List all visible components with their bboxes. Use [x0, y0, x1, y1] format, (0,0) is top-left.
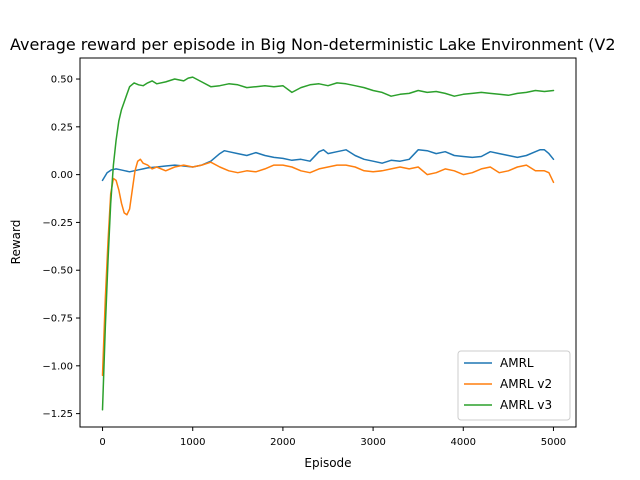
x-tick-label: 2000 [270, 437, 295, 448]
y-tick-label: 0.00 [51, 170, 73, 181]
legend-label-0: AMRL [500, 356, 534, 370]
chart-title: Average reward per episode in Big Non-de… [10, 35, 616, 54]
y-tick-label: −1.25 [42, 409, 73, 420]
series-line-2 [101, 76, 555, 411]
x-tick-label: 5000 [541, 437, 566, 448]
x-tick-label: 4000 [451, 437, 476, 448]
series-line-1 [101, 158, 555, 377]
x-tick-label: 0 [99, 437, 105, 448]
y-tick-label: 0.50 [51, 75, 73, 86]
legend-box [457, 350, 571, 421]
legend-label-1: AMRL v2 [500, 377, 552, 391]
x-tick-label: 1000 [180, 437, 205, 448]
x-axis-ticks: 0 1000 2000 3000 4000 5000 [99, 427, 566, 448]
y-axis-ticks: 0.50 0.25 0.00 −0.25 −0.50 −0.75 −1.00 −1.25 [42, 75, 80, 420]
plot-area [79, 57, 577, 428]
y-axis-label: Reward [9, 220, 23, 265]
y-tick-label: 0.25 [51, 122, 73, 133]
y-tick-label: −0.75 [42, 314, 73, 325]
y-tick-label: −1.00 [42, 361, 73, 372]
legend: AMRL AMRL v2 AMRL v3 [457, 350, 571, 421]
y-tick-label: −0.50 [42, 266, 73, 277]
x-axis-label: Episode [304, 456, 351, 470]
series-lines [101, 76, 555, 411]
legend-label-2: AMRL v3 [500, 398, 552, 412]
plot-frame [79, 57, 577, 428]
y-tick-label: −0.25 [42, 218, 73, 229]
x-tick-label: 3000 [360, 437, 385, 448]
series-line-0 [101, 149, 555, 182]
